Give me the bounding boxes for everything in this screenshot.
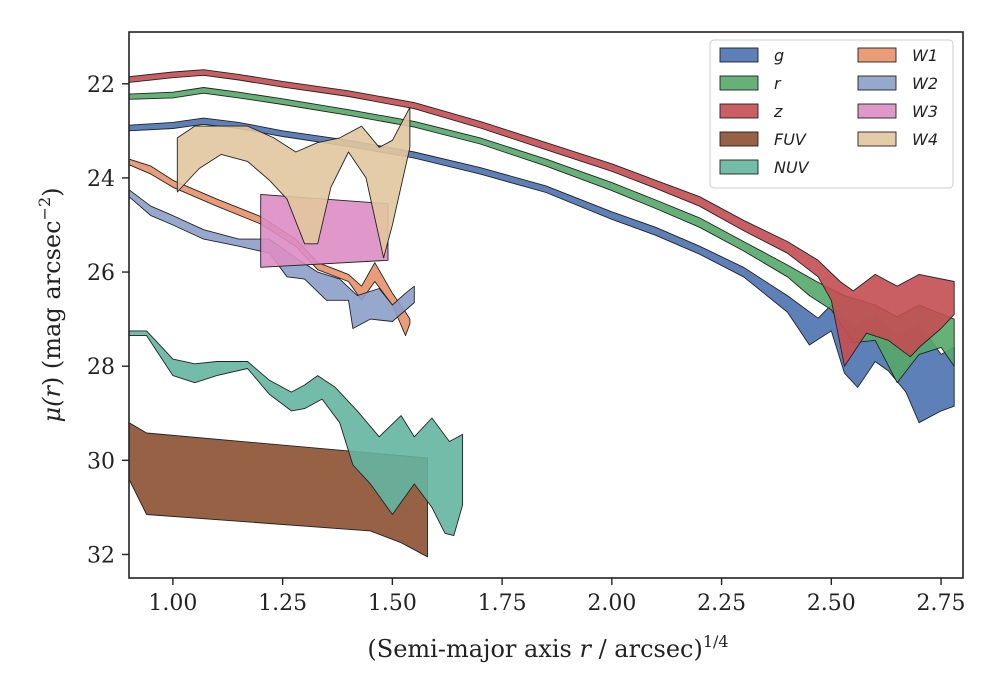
x-tick-label: 1.25	[258, 591, 307, 616]
y-tick-label: 22	[87, 73, 115, 98]
y-axis-label: μ(r) (mag arcsec−2)	[35, 187, 66, 422]
x-tick-label: 2.00	[587, 591, 636, 616]
series-bands	[129, 69, 955, 558]
band-w4	[176, 106, 411, 259]
y-tick-label: 32	[87, 543, 115, 568]
x-tick-label: 1.75	[478, 591, 527, 616]
band-r	[129, 87, 955, 384]
legend-label-w2: W2	[912, 74, 938, 93]
x-tick-label: 2.25	[697, 591, 746, 616]
legend: grz FUV NUV W1 W2 W3 W4	[709, 39, 954, 189]
legend-label-w1: W1	[912, 46, 938, 65]
legend-swatch-z	[719, 103, 759, 119]
x-tick-label: 1.50	[368, 591, 417, 616]
legend-label-g: g	[774, 46, 784, 65]
band-z	[129, 69, 955, 367]
legend-label-w3: W3	[912, 102, 938, 121]
x-axis-label: (Semi-major axis r / arcsec)1/4	[367, 632, 728, 663]
legend-swatch-fuv	[719, 131, 759, 147]
legend-swatch-w2	[857, 75, 897, 91]
x-tick-label: 2.50	[807, 591, 856, 616]
legend-label-nuv: NUV	[774, 158, 810, 177]
legend-swatch-w1	[857, 47, 897, 63]
legend-swatch-r	[719, 75, 759, 91]
x-tick-label: 2.75	[917, 591, 966, 616]
x-axis: 1.00 1.25 1.50 1.75 2.00 2.25 2.50 2.75	[148, 578, 966, 616]
legend-swatch-w4	[857, 131, 897, 147]
y-axis: 22 24 26 28 30 32	[87, 73, 129, 568]
band-w2	[129, 189, 415, 329]
y-tick-label: 26	[87, 261, 115, 286]
x-tick-label: 1.00	[148, 591, 197, 616]
y-tick-label: 28	[87, 355, 115, 380]
legend-label-z: z	[773, 102, 783, 121]
legend-label-r: r	[774, 74, 782, 93]
y-tick-label: 30	[87, 449, 115, 474]
legend-swatch-g	[719, 47, 759, 63]
band-nuv	[129, 330, 464, 537]
legend-label-w4: W4	[912, 130, 938, 149]
band-g	[129, 117, 955, 424]
legend-swatch-nuv	[719, 159, 759, 175]
legend-label-fuv: FUV	[774, 130, 807, 149]
legend-swatch-w3	[857, 103, 897, 119]
y-tick-label: 24	[87, 167, 115, 192]
plot-frame	[128, 31, 964, 579]
